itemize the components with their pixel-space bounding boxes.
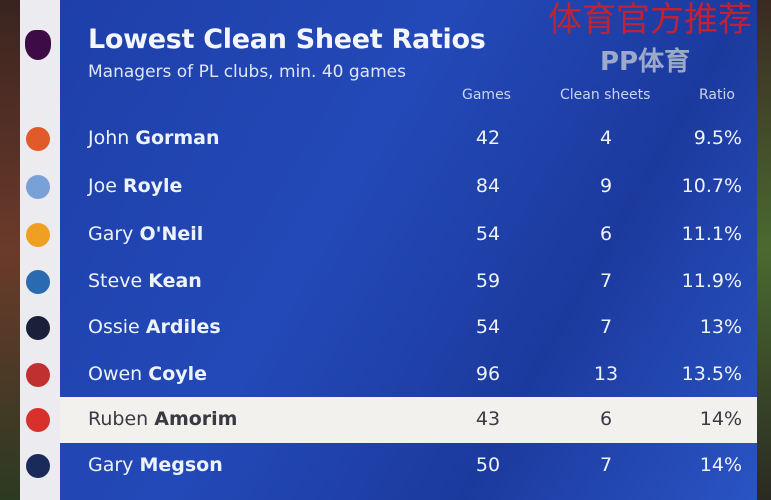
manager-name: Steve Kean [88,270,202,292]
manager-last-name: Kean [148,270,202,292]
clean-sheets-value: 9 [599,175,613,197]
ratio-value: 9.5% [693,127,742,149]
clean-sheets-value: 13 [593,363,619,385]
club-crest-icon [26,223,50,247]
manager-first-name: Steve [88,270,143,292]
ratio-value: 11.1% [681,223,742,245]
table-row: Gary O'Neil 54 6 11.1% [26,212,757,258]
manager-name: Ossie Ardiles [88,316,221,338]
clean-sheets-value: 7 [599,270,613,292]
table-row: Ruben Amorim 43 6 14% [26,397,757,443]
table-row: Gary Megson 50 7 14% [26,443,757,489]
manager-name: Ruben Amorim [88,408,237,430]
manager-last-name: Coyle [148,363,208,385]
background-right [757,0,771,500]
clean-sheets-value: 7 [599,316,613,338]
manager-last-name: Amorim [154,408,238,430]
table-row: John Gorman 42 4 9.5% [26,116,757,162]
manager-name: Joe Royle [88,175,182,197]
manager-first-name: Ossie [88,316,140,338]
games-value: 42 [475,127,501,149]
manager-last-name: O'Neil [139,223,204,245]
clean-sheets-value: 6 [599,223,613,245]
ratio-value: 13.5% [681,363,742,385]
table-row: Joe Royle 84 9 10.7% [26,164,757,210]
games-value: 96 [475,363,501,385]
manager-first-name: John [88,127,130,149]
ratio-value: 14% [699,408,742,430]
games-value: 50 [475,454,501,476]
manager-first-name: Gary [88,223,134,245]
ratio-value: 14% [699,454,742,476]
ratio-value: 13% [699,316,742,338]
games-value: 84 [475,175,501,197]
manager-last-name: Gorman [135,127,220,149]
club-crest-icon [26,127,50,151]
clean-sheets-value: 6 [599,408,613,430]
games-value: 54 [475,223,501,245]
column-header-games: Games [462,87,511,103]
manager-name: John Gorman [88,127,220,149]
ratio-value: 11.9% [681,270,742,292]
column-header-ratio: Ratio [699,87,735,103]
games-value: 54 [475,316,501,338]
premier-league-logo-icon [25,30,51,60]
manager-first-name: Gary [88,454,134,476]
manager-last-name: Ardiles [145,316,221,338]
manager-name: Owen Coyle [88,363,207,385]
club-crest-icon [26,363,50,387]
manager-first-name: Joe [88,175,117,197]
watermark-top: 体育官方推荐 [548,0,752,40]
club-crest-icon [26,454,50,478]
manager-first-name: Ruben [88,408,149,430]
club-crest-icon [26,316,50,340]
manager-last-name: Megson [139,454,223,476]
club-crest-icon [26,408,50,432]
column-header-clean-sheets: Clean sheets [560,87,651,103]
club-crest-icon [26,270,50,294]
table-row: Steve Kean 59 7 11.9% [26,259,757,305]
watermark-bottom: PP体育 [600,47,691,77]
graphic-title: Lowest Clean Sheet Ratios [88,24,486,55]
clean-sheets-value: 4 [599,127,613,149]
clean-sheets-value: 7 [599,454,613,476]
ratio-value: 10.7% [681,175,742,197]
background-left [0,0,22,500]
games-value: 59 [475,270,501,292]
manager-name: Gary Megson [88,454,223,476]
table-row: Owen Coyle 96 13 13.5% [26,352,757,398]
table-row: Ossie Ardiles 54 7 13% [26,305,757,351]
graphic-subtitle: Managers of PL clubs, min. 40 games [88,62,406,82]
club-crest-icon [26,175,50,199]
manager-name: Gary O'Neil [88,223,203,245]
games-value: 43 [475,408,501,430]
manager-first-name: Owen [88,363,143,385]
manager-last-name: Royle [122,175,183,197]
